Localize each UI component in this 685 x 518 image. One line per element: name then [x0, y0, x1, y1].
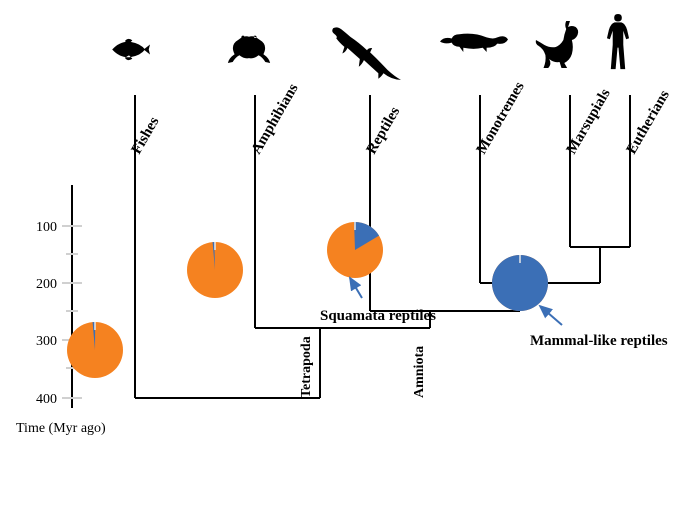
- frog-icon: [228, 36, 270, 63]
- taxon-label-monotremes: Monotremes: [474, 79, 528, 157]
- taxon-label-fishes: Fishes: [129, 114, 163, 157]
- axis-tick-label: 300: [36, 334, 57, 349]
- annotation-mammal_like: Mammal-like reptiles: [530, 306, 668, 349]
- taxon-label-marsupials: Marsupials: [564, 86, 614, 157]
- taxon-label-amphibians: Amphibians: [249, 81, 302, 157]
- axis-title: Time (Myr ago): [16, 421, 106, 436]
- axis-tick-label: 400: [36, 392, 57, 407]
- svg-text:Mammal-like reptiles: Mammal-like reptiles: [530, 333, 668, 349]
- arrow-icon: [350, 278, 362, 298]
- annotation-squamata: Squamata reptiles: [320, 278, 436, 324]
- human-icon: [607, 14, 629, 69]
- mammal_pie: [492, 255, 548, 311]
- platypus-icon: [440, 34, 508, 52]
- svg-text:Squamata reptiles: Squamata reptiles: [320, 308, 436, 324]
- taxon-label-eutherians: Eutherians: [624, 88, 673, 157]
- fishes_pie: [67, 322, 123, 378]
- axis-tick-label: 100: [36, 220, 57, 235]
- lizard-icon: [332, 27, 401, 80]
- time-axis: 100 200 300 400 Time (Myr ago): [16, 185, 106, 436]
- kangaroo-icon: [536, 21, 578, 68]
- phylogeny-figure: 100 200 300 400 Time (Myr ago) Tetrapoda Amni…: [0, 0, 685, 518]
- taxon-icons: [112, 14, 629, 80]
- arrow-icon: [540, 306, 562, 325]
- amph_pie: [187, 242, 243, 298]
- fish-icon: [112, 39, 150, 60]
- node-label-tetrapoda: Tetrapoda: [299, 336, 314, 398]
- squamata_pie: [327, 222, 383, 278]
- axis-tick-label: 200: [36, 277, 57, 292]
- taxon-labels: FishesAmphibiansReptilesMonotremesMarsup…: [129, 79, 673, 157]
- node-label-amniota: Amniota: [412, 346, 427, 398]
